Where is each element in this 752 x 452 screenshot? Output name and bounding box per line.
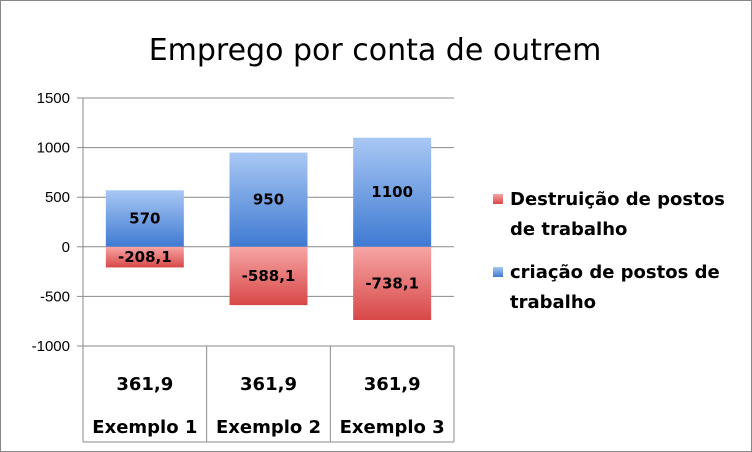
y-tick-label: 1500 [37,90,70,107]
y-tick-label: 500 [45,189,70,206]
chart-title: Emprego por conta de outrem [149,33,602,68]
bar-destruicao [105,246,184,268]
legend-swatch [493,267,503,277]
category-label: Exemplo 3 [340,417,445,438]
legend-label: de trabalho [510,219,627,240]
legend-label: trabalho [510,292,596,313]
y-tick-label: 1000 [37,140,70,157]
category-label: Exemplo 1 [92,417,197,438]
table-value: 361,9 [364,374,421,395]
data-label-destruicao: -208,1 [118,248,172,266]
legend-swatch [493,194,503,204]
legend-label: Destruição de postos [510,189,725,210]
category-label: Exemplo 2 [216,417,321,438]
data-label-criacao: 570 [129,210,160,228]
data-label-destruicao: -588,1 [242,267,296,285]
data-label-criacao: 950 [253,191,284,209]
table-value: 361,9 [240,374,297,395]
bar-criacao [229,152,308,247]
plot-area: 1500 1000 500 0 -500 -1000 570 -208,1 361,9 Exemp… [32,90,725,443]
bar-criacao [105,190,184,247]
data-label-criacao: 1100 [371,183,413,201]
y-tick-label: 0 [62,239,70,256]
table-value: 361,9 [116,374,173,395]
y-tick-label: -500 [40,288,70,305]
data-label-destruicao: -738,1 [365,274,419,292]
bar-criacao [353,137,432,247]
bar-destruicao [353,246,432,321]
legend-label: criação de postos de [510,262,720,283]
bar-destruicao [229,246,308,306]
y-tick-label: -1000 [32,338,70,355]
